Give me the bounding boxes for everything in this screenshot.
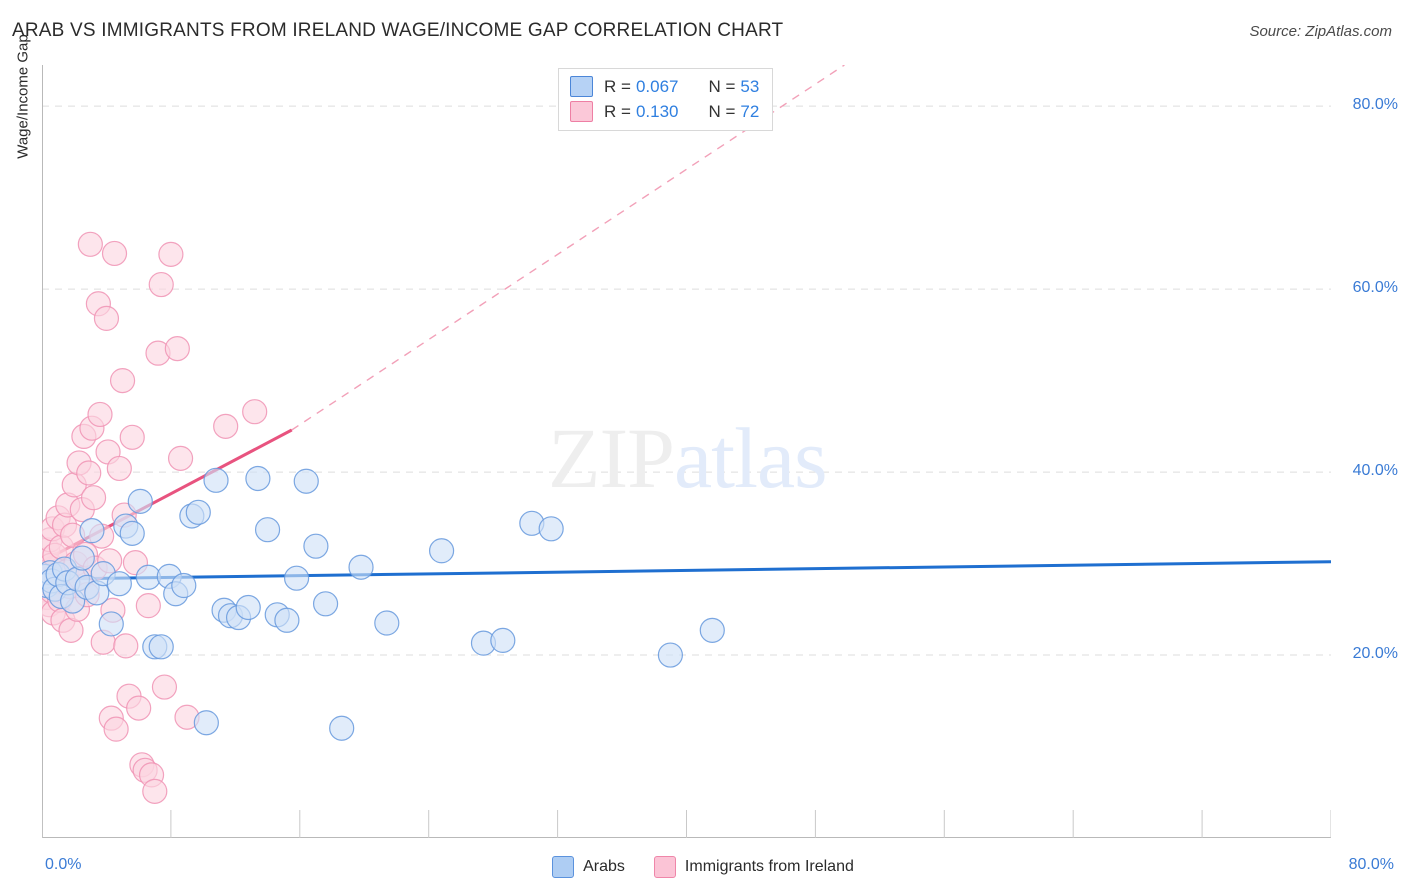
y-axis-tick-label: 20.0% [1352, 645, 1398, 663]
correlation-stats-legend: R = 0.067 N = 53 R = 0.130 N = 72 [558, 68, 774, 131]
stats-row-immigrants-from-ireland: R = 0.130 N = 72 [570, 101, 759, 122]
stats-row-arabs: R = 0.067 N = 53 [570, 76, 759, 97]
y-axis-tick-label: 80.0% [1352, 96, 1398, 114]
y-axis-title: Wage/Income Gap [14, 34, 32, 159]
legend-chip-immigrants-from-ireland-icon [653, 856, 676, 878]
y-axis-tick-label: 40.0% [1352, 462, 1398, 480]
gridlines [42, 105, 1331, 656]
swatch-immigrants-from-ireland-icon [570, 101, 593, 122]
legend-label-immigrants-from-ireland: Immigrants from Ireland [684, 858, 854, 875]
legend-chip-arabs-icon [552, 856, 575, 878]
source-attribution: Source: ZipAtlas.com [1249, 23, 1392, 40]
x-axis-min-label: 0.0% [45, 856, 82, 873]
r-label: R = [604, 76, 631, 96]
x-axis-max-label: 80.0% [1348, 856, 1394, 873]
r-value: 0.067 [635, 76, 679, 96]
n-value: 53 [740, 76, 760, 96]
series-legend: Arabs Immigrants from Ireland [0, 856, 1406, 878]
y-axis-tick-label: 60.0% [1352, 279, 1398, 297]
legend-item-arabs[interactable]: Arabs [552, 856, 625, 878]
legend-item-immigrants-from-ireland[interactable]: Immigrants from Ireland [653, 856, 854, 878]
plot-area [42, 65, 1331, 838]
n-label: N = [708, 76, 736, 96]
series-points-immigrants-from-ireland [42, 231, 268, 804]
r-label: R = [604, 101, 631, 121]
trend-lines [42, 65, 1331, 581]
n-label: N = [708, 101, 736, 121]
series-points-arabs [42, 465, 725, 741]
swatch-arabs-icon [570, 76, 593, 97]
n-value: 72 [740, 101, 760, 121]
r-value: 0.130 [635, 101, 679, 121]
legend-label-arabs: Arabs [583, 858, 625, 875]
scatter-plot-canvas [42, 65, 1331, 838]
chart-title: ARAB VS IMMIGRANTS FROM IRELAND WAGE/INC… [12, 20, 784, 41]
axis-lines [42, 65, 1331, 838]
